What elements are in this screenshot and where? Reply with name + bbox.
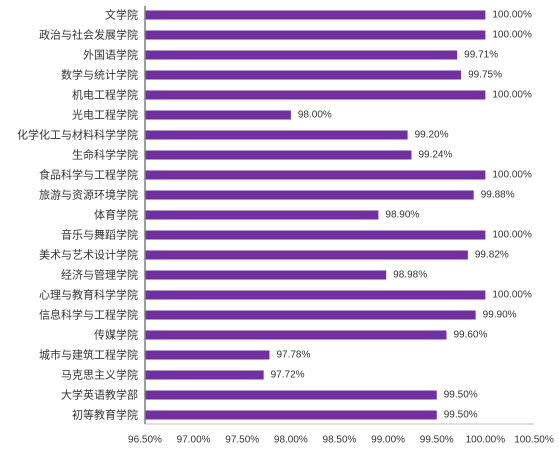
category-label-14: 心理与教育科学学院 bbox=[39, 288, 138, 302]
bar-5 bbox=[145, 110, 291, 120]
x-tick-label-5: 99.00% bbox=[371, 435, 405, 446]
category-label-11: 音乐与舞蹈学院 bbox=[61, 228, 138, 242]
value-label-17: 97.78% bbox=[276, 350, 310, 361]
value-label-15: 99.90% bbox=[483, 310, 517, 321]
category-label-6: 化学化工与材料科学学院 bbox=[17, 128, 138, 142]
x-tick-label-3: 98.00% bbox=[274, 435, 308, 446]
value-label-1: 100.00% bbox=[492, 30, 532, 41]
value-label-13: 98.98% bbox=[393, 270, 427, 281]
category-label-19: 大学英语教学部 bbox=[61, 388, 138, 402]
category-label-3: 数学与统计学院 bbox=[61, 68, 138, 82]
category-label-12: 美术与艺术设计学院 bbox=[39, 248, 138, 262]
bar-12 bbox=[145, 250, 468, 260]
x-tick-label-2: 97.50% bbox=[225, 435, 259, 446]
category-labels-group: 文学院政治与社会发展学院外国语学院数学与统计学院机电工程学院光电工程学院化学化工… bbox=[17, 8, 138, 422]
x-tick-labels-group: 96.50% 97.00% 97.50% 98.00% 98.50% 99.00% 99.5… bbox=[128, 435, 554, 446]
bar-17 bbox=[145, 350, 270, 360]
value-label-11: 100.00% bbox=[492, 230, 532, 241]
x-tick-label-1: 97.00% bbox=[177, 435, 211, 446]
category-label-1: 政治与社会发展学院 bbox=[39, 28, 138, 42]
x-tick-label-0: 96.50% bbox=[128, 435, 162, 446]
value-label-4: 100.00% bbox=[492, 90, 532, 101]
value-label-12: 99.82% bbox=[475, 250, 509, 261]
category-label-8: 食品科学与工程学院 bbox=[39, 168, 138, 182]
value-label-2: 99.71% bbox=[464, 50, 498, 61]
category-label-0: 文学院 bbox=[105, 8, 138, 22]
value-label-16: 99.60% bbox=[453, 330, 487, 341]
value-label-20: 99.50% bbox=[444, 410, 478, 421]
x-tick-label-6: 99.50% bbox=[420, 435, 454, 446]
value-label-3: 99.75% bbox=[468, 70, 502, 81]
bar-10 bbox=[145, 210, 379, 220]
category-label-15: 信息科学与工程学院 bbox=[39, 308, 138, 322]
bar-6 bbox=[145, 130, 408, 140]
x-tick-label-8: 100.50% bbox=[514, 435, 554, 446]
category-label-7: 生命科学学院 bbox=[72, 148, 138, 162]
value-label-7: 99.24% bbox=[418, 150, 452, 161]
bar-16 bbox=[145, 330, 447, 340]
bar-0 bbox=[145, 10, 486, 20]
bar-15 bbox=[145, 310, 476, 320]
category-label-18: 马克思主义学院 bbox=[61, 368, 138, 382]
value-label-19: 99.50% bbox=[444, 390, 478, 401]
bar-11 bbox=[145, 230, 486, 240]
category-label-13: 经济与管理学院 bbox=[61, 268, 138, 282]
category-label-10: 体育学院 bbox=[94, 208, 138, 222]
category-label-9: 旅游与资源环境学院 bbox=[39, 188, 138, 202]
category-label-2: 外国语学院 bbox=[83, 48, 138, 62]
bar-19 bbox=[145, 390, 437, 400]
axis-group bbox=[144, 6, 534, 425]
value-label-9: 99.88% bbox=[481, 190, 515, 201]
value-label-5: 98.00% bbox=[298, 110, 332, 121]
value-label-18: 97.72% bbox=[271, 370, 305, 381]
bar-4 bbox=[145, 90, 486, 100]
value-label-14: 100.00% bbox=[492, 290, 532, 301]
value-label-6: 99.20% bbox=[415, 130, 449, 141]
category-label-4: 机电工程学院 bbox=[72, 88, 138, 102]
category-label-5: 光电工程学院 bbox=[72, 108, 138, 122]
category-label-20: 初等教育学院 bbox=[72, 408, 138, 422]
value-label-0: 100.00% bbox=[492, 10, 532, 21]
bar-1 bbox=[145, 30, 486, 40]
value-label-8: 100.00% bbox=[492, 170, 532, 181]
bars-group bbox=[145, 10, 486, 420]
value-label-10: 98.90% bbox=[385, 210, 419, 221]
x-tick-label-4: 98.50% bbox=[323, 435, 357, 446]
bar-13 bbox=[145, 270, 387, 280]
x-tick-label-7: 100.00% bbox=[466, 435, 506, 446]
bar-2 bbox=[145, 50, 458, 60]
category-label-16: 传媒学院 bbox=[94, 328, 138, 342]
bar-7 bbox=[145, 150, 412, 160]
bar-18 bbox=[145, 370, 264, 380]
bar-3 bbox=[145, 70, 462, 80]
bar-14 bbox=[145, 290, 486, 300]
bar-20 bbox=[145, 410, 437, 420]
category-label-17: 城市与建筑工程学院 bbox=[39, 348, 138, 362]
value-labels-group: 100.00% 100.00% 99.71% 99.75% 100.00% 98.00% 9… bbox=[271, 10, 532, 421]
bar-8 bbox=[145, 170, 486, 180]
bar-9 bbox=[145, 190, 474, 200]
